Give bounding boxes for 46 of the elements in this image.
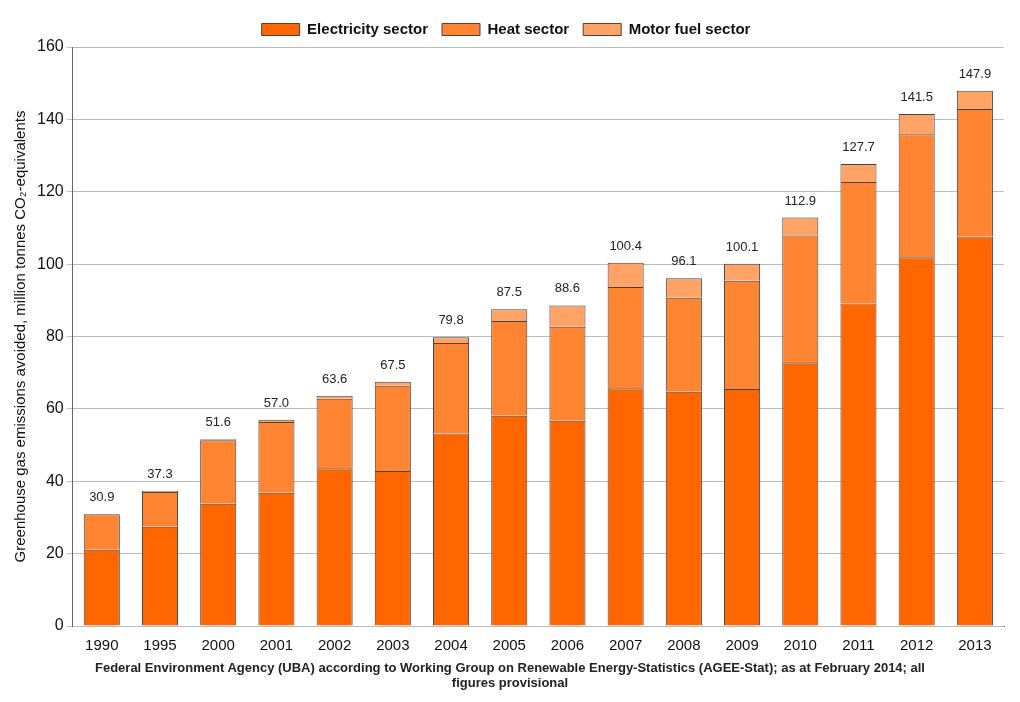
x-tick-label: 2010 — [783, 636, 817, 654]
x-tick-label: 2006 — [550, 636, 585, 654]
x-tick-label: 2008 — [667, 636, 701, 654]
x-tick-label: 2012 — [900, 636, 934, 654]
text: Federal Environment Agency (UBA) according to Working Group on Renewable Energy-Statistics (AGEE-Stat); as at February 2014; all figures provisional — [94, 659, 926, 690]
total-label: 30.9 — [89, 489, 115, 505]
x-tick-label: 2004 — [434, 636, 468, 654]
y-tick-label: 120 — [36, 182, 64, 200]
y-tick-label: 60 — [45, 399, 64, 417]
legend-label: Motor fuel sector — [628, 19, 751, 37]
y-tick-label: 140 — [36, 109, 64, 127]
total-label: 63.6 — [321, 370, 348, 386]
x-tick-label: 2009 — [725, 636, 759, 654]
y-tick-label: 80 — [45, 326, 64, 344]
total-label: 57.0 — [263, 394, 290, 410]
total-label: 67.5 — [380, 356, 406, 372]
legend-label: Heat sector — [487, 19, 570, 37]
x-tick-label: 2001 — [259, 636, 294, 654]
total-label: 88.6 — [554, 280, 581, 296]
x-tick-label: 2003 — [376, 636, 410, 654]
total-label: 100.4 — [609, 237, 642, 253]
y-tick-label: 100 — [36, 254, 64, 272]
y-tick-label: 0 — [54, 616, 64, 634]
total-label: 79.8 — [438, 312, 464, 328]
legend-label: Electricity sector — [307, 19, 429, 37]
total-label: 112.9 — [784, 192, 817, 208]
x-tick-label: 2011 — [842, 636, 875, 654]
total-label: 96.1 — [671, 253, 697, 269]
total-label: 141.5 — [900, 89, 933, 105]
total-label: 127.7 — [842, 138, 875, 154]
x-tick-label: 1990 — [85, 636, 119, 654]
y-tick-label: 40 — [45, 471, 64, 489]
y-tick-label: 160 — [36, 37, 64, 55]
x-tick-label: 2002 — [317, 636, 352, 654]
total-label: 37.3 — [147, 466, 173, 482]
x-tick-label: 2007 — [608, 636, 643, 654]
total-label: 51.6 — [205, 414, 231, 430]
total-label: 147.9 — [958, 65, 992, 81]
x-tick-label: 1995 — [143, 636, 177, 654]
total-label: 100.1 — [725, 238, 759, 254]
x-tick-label: 2000 — [201, 636, 235, 654]
x-tick-label: 2005 — [492, 636, 526, 654]
x-tick-label: 2013 — [958, 636, 992, 654]
y-tick-label: 20 — [45, 544, 64, 562]
y-axis-title: Greenhouse gas emissions avoided, million tonnes CO₂-equivalents — [11, 110, 29, 563]
total-label: 87.5 — [496, 284, 522, 300]
